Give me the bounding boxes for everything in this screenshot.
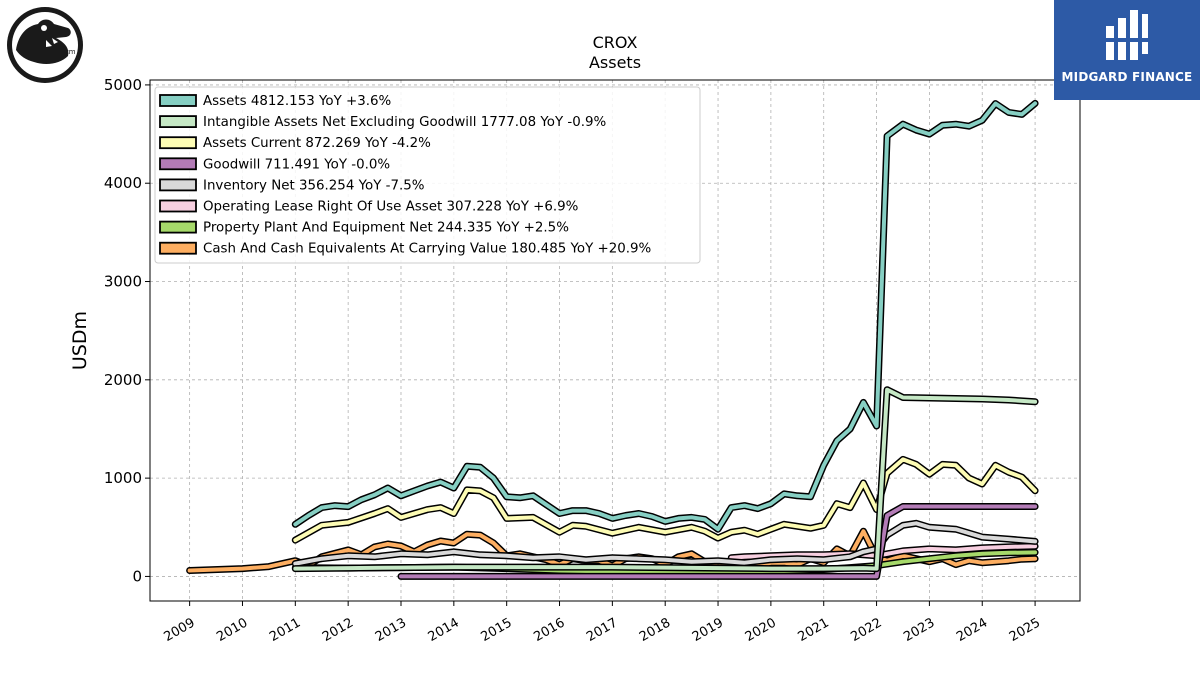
legend-item: Assets 4812.153 YoY +3.6%: [159, 94, 391, 109]
legend-label: Operating Lease Right Of Use Asset 307.2…: [203, 200, 578, 215]
x-tick-label: 2017: [584, 615, 620, 645]
series-line-2: [291, 455, 1039, 544]
crocodile-logo: tm: [6, 6, 84, 84]
legend-item: Operating Lease Right Of Use Asset 307.2…: [159, 200, 578, 215]
x-tick-label: 2024: [954, 615, 990, 645]
legend-item: Intangible Assets Net Excluding Goodwill…: [159, 115, 606, 130]
x-tick-label: 2023: [901, 615, 937, 645]
legend-label: Inventory Net 356.254 YoY -7.5%: [203, 178, 425, 193]
legend-label: Assets 4812.153 YoY +3.6%: [203, 94, 391, 109]
legend-item: Inventory Net 356.254 YoY -7.5%: [159, 178, 425, 193]
legend-label: Property Plant And Equipment Net 244.335…: [203, 221, 569, 236]
legend-item: Assets Current 872.269 YoY -4.2%: [159, 136, 431, 151]
x-tick-label: 2010: [214, 615, 250, 645]
y-axis-ticks: 0 1000 2000 3000 4000 5000: [104, 76, 150, 585]
x-axis-ticks: 2009 2010 2011 2012 2013 2014 2015 2016 2017 2018…: [161, 601, 1043, 645]
legend-box: [154, 86, 701, 264]
x-tick-label: 2020: [743, 615, 779, 645]
legend-label: Cash And Cash Equivalents At Carrying Va…: [203, 242, 651, 257]
legend-item: Cash And Cash Equivalents At Carrying Va…: [159, 242, 651, 257]
series-line-3: [397, 503, 1039, 580]
x-tick-label: 2016: [531, 615, 567, 645]
legend-label: Goodwill 711.491 YoY -0.0%: [203, 157, 390, 172]
x-tick-label: 2018: [637, 615, 673, 645]
x-tick-label: 2009: [161, 615, 197, 645]
series-line-0: [291, 99, 1039, 533]
y-tick-label: 2000: [104, 371, 142, 389]
x-tick-label: 2021: [796, 615, 832, 645]
y-tick-label: 5000: [104, 76, 142, 94]
brand-badge: MIDGARD FINANCE: [1054, 0, 1200, 100]
x-tick-label: 2014: [426, 615, 462, 645]
trademark-mark: tm: [66, 48, 76, 56]
y-tick-label: 3000: [104, 273, 142, 291]
x-tick-label: 2015: [479, 615, 515, 645]
legend-label: Intangible Assets Net Excluding Goodwill…: [203, 115, 606, 130]
brand-logo-icon: [1102, 10, 1152, 60]
x-tick-label: 2025: [1007, 615, 1043, 645]
x-tick-label: 2013: [373, 615, 409, 645]
y-tick-label: 1000: [104, 469, 142, 487]
x-tick-label: 2011: [267, 615, 303, 645]
legend-item: Goodwill 711.491 YoY -0.0%: [159, 157, 390, 172]
x-tick-label: 2019: [690, 615, 726, 645]
y-tick-label: 4000: [104, 174, 142, 192]
series-line-4: [291, 519, 1039, 568]
x-tick-label: 2012: [320, 615, 356, 645]
y-tick-label: 0: [132, 567, 142, 585]
chart-subtitle: Assets: [588, 53, 642, 72]
brand-name: MIDGARD FINANCE: [1061, 70, 1193, 84]
legend-item: Property Plant And Equipment Net 244.335…: [159, 221, 569, 236]
legend: Assets 4812.153 YoY +3.6% Intangible Asse…: [154, 86, 701, 264]
series-line-1: [291, 386, 1039, 573]
plot-frame: [149, 79, 1081, 602]
chart-title: CROX: [592, 33, 638, 52]
legend-label: Assets Current 872.269 YoY -4.2%: [203, 136, 431, 151]
x-tick-label: 2022: [848, 615, 884, 645]
y-axis-label: USDm: [69, 311, 91, 370]
series-group: [186, 99, 1039, 580]
